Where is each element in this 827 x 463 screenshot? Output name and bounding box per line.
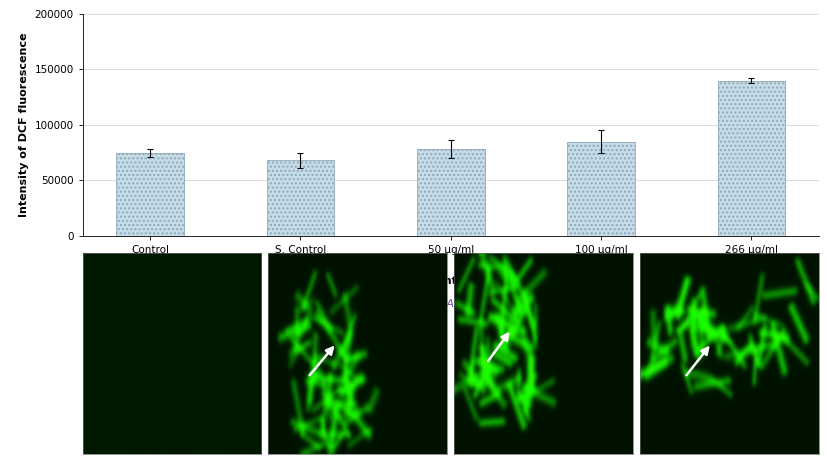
Bar bbox=[417, 150, 485, 236]
Bar bbox=[718, 81, 786, 236]
Bar bbox=[567, 142, 635, 236]
Text: Concentration: Concentration bbox=[407, 276, 495, 286]
Text: (A): (A) bbox=[442, 298, 459, 308]
Y-axis label: Intensity of DCF fluorescence: Intensity of DCF fluorescence bbox=[19, 33, 29, 217]
Bar bbox=[266, 161, 334, 236]
Bar bbox=[116, 153, 184, 236]
